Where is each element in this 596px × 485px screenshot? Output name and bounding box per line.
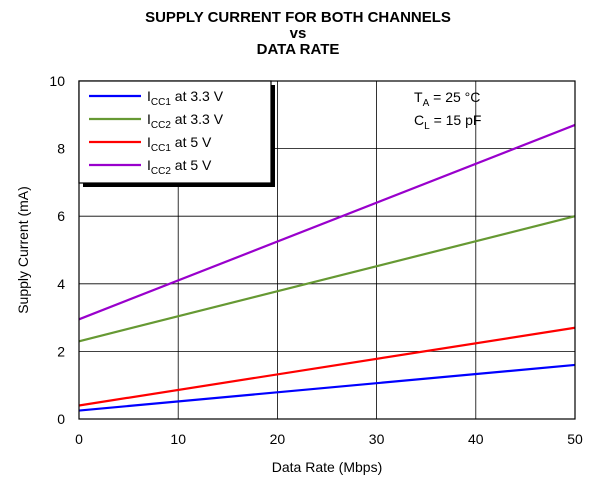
x-tick-label: 30 bbox=[369, 431, 385, 447]
conditions-annotation: TA = 25 °C CL = 15 pF bbox=[414, 89, 481, 132]
series-line-3 bbox=[79, 328, 575, 406]
y-tick-label: 2 bbox=[57, 343, 65, 359]
y-tick-label: 6 bbox=[57, 208, 65, 224]
y-axis-label: Supply Current (mA) bbox=[15, 186, 31, 314]
x-tick-label: 50 bbox=[567, 431, 583, 447]
x-tick-label: 40 bbox=[468, 431, 484, 447]
series-line-2 bbox=[79, 216, 575, 341]
x-axis-label: Data Rate (Mbps) bbox=[272, 459, 382, 475]
x-tick-label: 20 bbox=[270, 431, 286, 447]
temperature-condition: TA = 25 °C bbox=[414, 89, 480, 109]
load-capacitance-condition: CL = 15 pF bbox=[414, 112, 481, 132]
x-tick-label: 10 bbox=[170, 431, 186, 447]
x-tick-label: 0 bbox=[75, 431, 83, 447]
y-tick-label: 0 bbox=[57, 411, 65, 427]
y-tick-label: 8 bbox=[57, 141, 65, 157]
series-line-1 bbox=[79, 365, 575, 411]
y-tick-label: 4 bbox=[57, 276, 65, 292]
y-tick-label: 10 bbox=[49, 73, 65, 89]
